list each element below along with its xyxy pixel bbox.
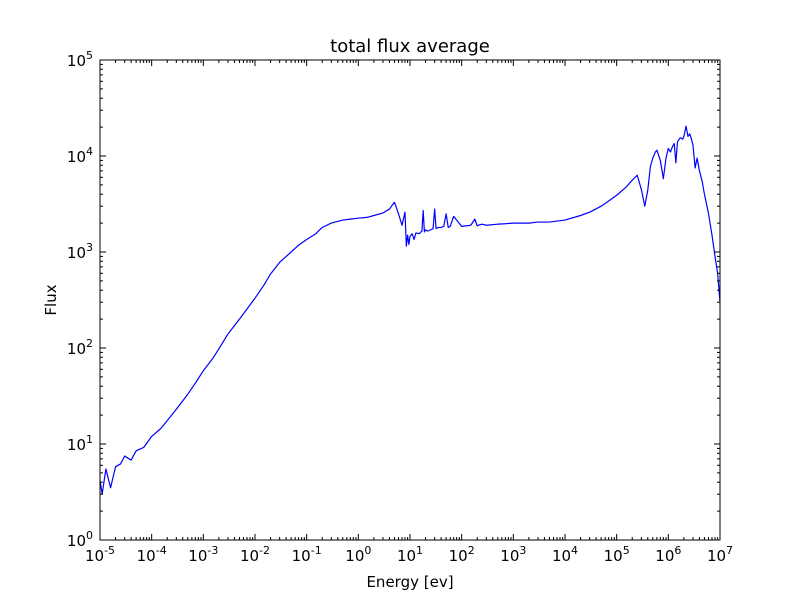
x-tick-label-11: 106 <box>655 544 681 565</box>
x-tick-label-3: 10-2 <box>240 544 270 565</box>
x-tick-label-12: 107 <box>707 544 733 565</box>
x-tick-label-7: 102 <box>449 544 475 565</box>
x-tick-label-9: 104 <box>552 544 578 565</box>
y-tick-label-0: 100 <box>67 529 93 550</box>
y-tick-label-2: 102 <box>67 337 93 358</box>
x-tick-label-6: 101 <box>397 544 423 565</box>
y-axis-label: Flux <box>42 284 60 315</box>
x-tick-label-5: 100 <box>345 544 371 565</box>
x-tick-label-2: 10-3 <box>188 544 218 565</box>
x-tick-label-0: 10-5 <box>85 544 115 565</box>
chart-title: total flux average <box>330 36 490 57</box>
y-tick-label-3: 103 <box>67 241 93 262</box>
series-line-0 <box>99 125 721 495</box>
x-tick-label-10: 105 <box>604 544 630 565</box>
y-tick-label-5: 105 <box>67 49 93 70</box>
x-tick-label-4: 10-1 <box>292 544 322 565</box>
plot-area <box>99 125 721 495</box>
x-tick-label-8: 103 <box>500 544 526 565</box>
y-tick-label-4: 104 <box>67 145 93 166</box>
x-axis-label: Energy [ev] <box>366 573 453 591</box>
y-tick-label-1: 101 <box>67 433 93 454</box>
x-tick-label-1: 10-4 <box>137 544 167 565</box>
axis-ticks: 10-5 10-4 10-3 10-2 10-1 100 101 102 103 104 105 10… <box>67 49 733 565</box>
